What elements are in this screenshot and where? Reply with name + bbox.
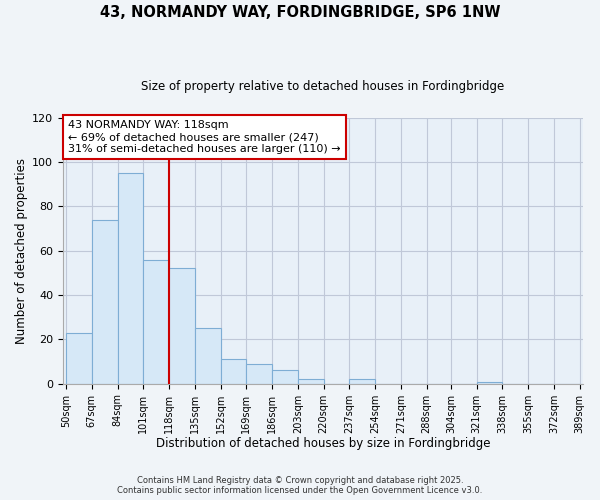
Bar (169, 268, 195, 384)
Text: Contains HM Land Registry data © Crown copyright and database right 2025.
Contai: Contains HM Land Registry data © Crown c… (118, 476, 482, 495)
Bar (247, 364, 272, 384)
Text: 43 NORMANDY WAY: 118sqm
← 69% of detached houses are smaller (247)
31% of semi-d: 43 NORMANDY WAY: 118sqm ← 69% of detache… (68, 120, 341, 154)
Bar (349, 380, 375, 384)
Bar (298, 380, 323, 384)
X-axis label: Distribution of detached houses by size in Fordingbridge: Distribution of detached houses by size … (155, 437, 490, 450)
Bar (92, 220, 118, 384)
Bar (272, 370, 298, 384)
Bar (143, 260, 169, 384)
Bar (195, 328, 221, 384)
Bar (221, 360, 247, 384)
Text: 43, NORMANDY WAY, FORDINGBRIDGE, SP6 1NW: 43, NORMANDY WAY, FORDINGBRIDGE, SP6 1NW (100, 5, 500, 20)
Y-axis label: Number of detached properties: Number of detached properties (15, 158, 28, 344)
Title: Size of property relative to detached houses in Fordingbridge: Size of property relative to detached ho… (141, 80, 505, 93)
Bar (66, 333, 92, 384)
Bar (118, 173, 143, 384)
Bar (476, 382, 502, 384)
